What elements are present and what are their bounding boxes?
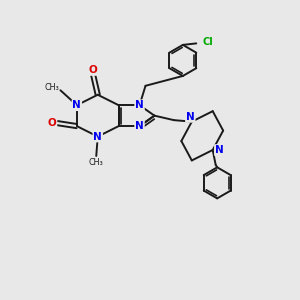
Text: N: N — [186, 112, 195, 122]
Text: N: N — [73, 100, 81, 110]
Text: O: O — [48, 118, 56, 128]
Text: N: N — [93, 132, 102, 142]
Text: CH₃: CH₃ — [45, 83, 59, 92]
Text: N: N — [135, 121, 144, 131]
Text: CH₃: CH₃ — [88, 158, 103, 167]
Text: N: N — [135, 100, 144, 110]
Text: N: N — [215, 145, 224, 155]
Text: Cl: Cl — [202, 37, 213, 47]
Text: O: O — [89, 65, 98, 75]
